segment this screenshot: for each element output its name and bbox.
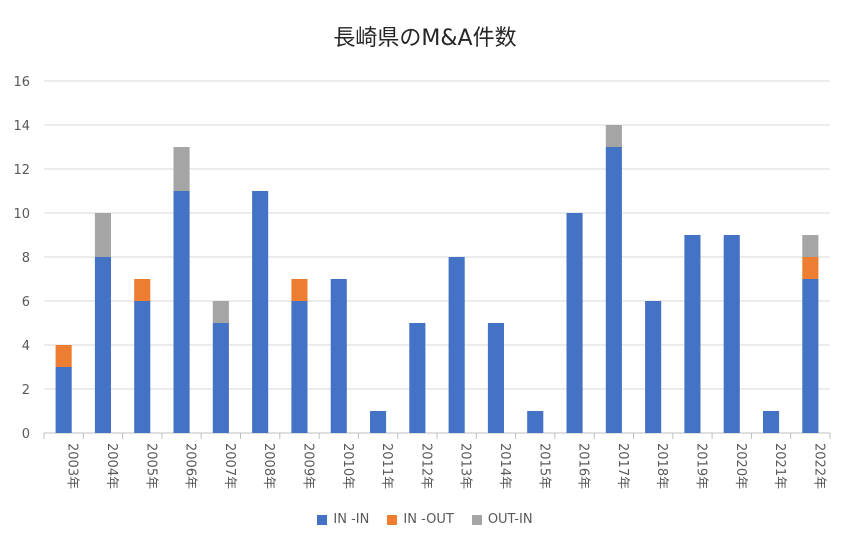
bar-segment — [55, 345, 72, 367]
y-tick-label: 12 — [13, 163, 30, 178]
bar-segment — [605, 125, 622, 147]
bar-segment — [330, 279, 347, 433]
bar-segment — [369, 411, 387, 433]
legend-item-in-in: IN -IN — [317, 512, 369, 527]
chart-title: 長崎県のM&A件数 — [333, 26, 517, 51]
legend-swatch — [387, 514, 398, 525]
legend-swatch — [471, 514, 482, 525]
bar-segment — [645, 301, 662, 433]
bar-segment — [605, 147, 622, 433]
bar-segment — [212, 301, 229, 323]
legend: IN -IN IN -OUT OUT-IN — [0, 512, 850, 527]
x-tick-label: 2009年 — [300, 443, 315, 489]
legend-item-in-out: IN -OUT — [387, 512, 454, 527]
bar-segment — [762, 411, 780, 433]
x-tick-label: 2013年 — [458, 443, 473, 489]
legend-label: IN -IN — [333, 512, 370, 527]
bar-segment — [134, 279, 151, 301]
y-tick-label: 0 — [22, 427, 30, 442]
legend-swatch — [317, 514, 328, 525]
legend-item-out-in: OUT-IN — [471, 512, 533, 527]
bar-segment — [802, 257, 819, 279]
y-tick-label: 10 — [13, 207, 30, 222]
bar-segment — [527, 411, 544, 433]
bar-segment — [55, 367, 72, 433]
bar-segment — [291, 301, 308, 433]
x-tick-label: 2011年 — [379, 443, 394, 489]
x-tick-label: 2021年 — [772, 443, 787, 489]
bar-segment — [684, 235, 701, 433]
bar-segment — [409, 323, 426, 433]
bar-segment — [173, 147, 190, 191]
bar-segment — [448, 257, 465, 433]
x-tick-label: 2016年 — [576, 443, 591, 489]
x-tick-label: 2018年 — [654, 443, 669, 489]
x-tick-label: 2017年 — [615, 443, 630, 489]
y-tick-label: 16 — [13, 75, 30, 90]
x-tick-label: 2003年 — [65, 443, 80, 489]
bar-segment — [173, 191, 190, 433]
x-tick-label: 2005年 — [143, 443, 158, 489]
bar-segment — [212, 323, 229, 433]
y-tick-label: 14 — [13, 119, 30, 134]
x-tick-label: 2007年 — [222, 443, 237, 489]
y-tick-label: 4 — [22, 339, 30, 354]
bar-segment — [134, 301, 151, 433]
x-tick-label: 2014年 — [497, 443, 512, 489]
bar-segment — [252, 191, 269, 433]
bar-segment — [802, 279, 819, 433]
bar-segment — [94, 257, 112, 433]
x-tick-label: 2010年 — [340, 443, 355, 489]
bar-segment — [723, 235, 740, 433]
y-tick-label: 6 — [22, 295, 30, 310]
bar-segment — [566, 213, 583, 433]
bar-segment — [291, 279, 308, 301]
y-tick-label: 8 — [22, 251, 30, 266]
bar-segment — [487, 323, 505, 433]
legend-label: OUT-IN — [487, 512, 533, 527]
y-tick-label: 2 — [22, 383, 30, 398]
x-tick-label: 2004年 — [104, 443, 119, 489]
x-tick-label: 2008年 — [261, 443, 276, 489]
x-tick-label: 2012年 — [418, 443, 433, 489]
x-tick-label: 2006年 — [183, 443, 198, 489]
x-tick-label: 2022年 — [811, 443, 826, 489]
x-tick-label: 2015年 — [536, 443, 551, 489]
bar-segment — [802, 235, 819, 257]
legend-label: IN -OUT — [403, 512, 454, 527]
x-tick-label: 2019年 — [693, 443, 708, 489]
x-tick-label: 2020年 — [733, 443, 748, 489]
bar-segment — [94, 213, 112, 257]
